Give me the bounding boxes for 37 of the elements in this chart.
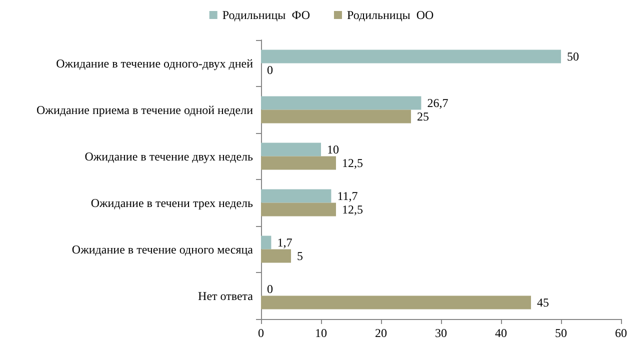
bar — [261, 110, 411, 124]
data-label: 1,7 — [277, 236, 292, 250]
bar — [261, 50, 561, 64]
y-tick-label: Ожидание в течение одного месяца — [72, 242, 254, 256]
x-tick-label: 50 — [555, 326, 567, 340]
y-tick-label: Нет ответа — [198, 288, 254, 303]
data-label: 25 — [417, 109, 429, 124]
data-label: 11,7 — [337, 189, 358, 204]
data-label: 12,5 — [342, 202, 363, 216]
x-tick-label: 0 — [258, 326, 264, 340]
bar — [261, 296, 531, 310]
bar — [261, 156, 336, 170]
x-tick-label: 60 — [615, 326, 627, 340]
data-label: 0 — [267, 62, 273, 77]
legend-label: Родильницы ОО — [346, 8, 434, 22]
x-tick-label: 30 — [435, 326, 447, 340]
x-tick-label: 10 — [315, 326, 327, 340]
bar — [261, 189, 332, 203]
bar — [261, 202, 336, 216]
data-label: 45 — [537, 295, 549, 310]
y-tick-label: Ожидание приема в течение одной недели — [36, 102, 254, 117]
y-tick-label: Ожидание в течени трех недель — [90, 196, 254, 210]
bar — [261, 249, 291, 263]
data-label: 12,5 — [342, 156, 363, 170]
x-tick-label: 20 — [375, 326, 387, 340]
data-label: 0 — [267, 282, 273, 296]
bar — [261, 96, 422, 110]
bar — [261, 142, 321, 156]
data-label: 10 — [327, 142, 339, 157]
bar — [261, 236, 272, 250]
x-tick-label: 40 — [495, 326, 507, 340]
y-tick-label: Ожидание в течение одного-двух дней — [56, 56, 254, 70]
legend-label: Родильницы ФО — [222, 8, 310, 22]
y-tick-label: Ожидание в течение двух недель — [84, 149, 254, 164]
data-label: 50 — [567, 50, 579, 64]
data-label: 26,7 — [427, 96, 448, 110]
data-label: 5 — [297, 248, 303, 263]
